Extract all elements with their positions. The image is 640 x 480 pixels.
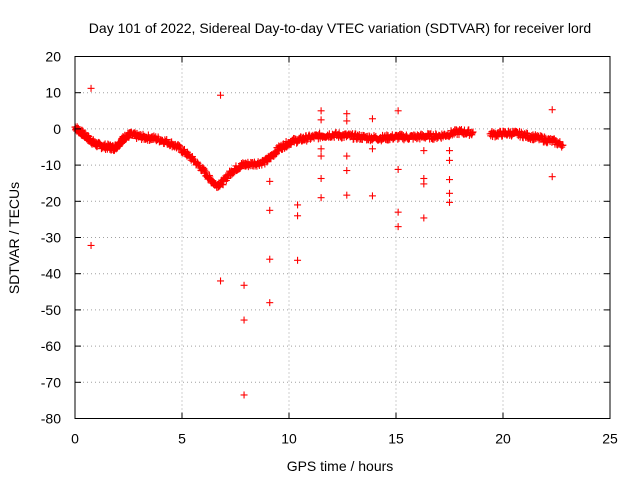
outlier-point: [317, 116, 325, 124]
outlier-point: [294, 212, 302, 220]
outlier-point: [217, 277, 225, 285]
y-tick-label: -60: [41, 338, 61, 354]
outlier-point: [394, 208, 402, 216]
outlier-point: [240, 391, 248, 399]
outlier-point: [343, 152, 351, 160]
outlier-point: [394, 165, 402, 173]
y-tick-labels: 20 10 0 -10 -20 -30 -40 -50 -60 -70 -80: [41, 49, 61, 427]
outlier-point: [394, 223, 402, 231]
outlier-point: [446, 189, 453, 197]
trend-point: [468, 129, 476, 137]
trend-point: [193, 158, 201, 166]
trend-point: [176, 142, 184, 150]
outlier-point: [266, 255, 274, 263]
outlier-point: [368, 145, 376, 153]
x-tick-label: 10: [281, 431, 297, 447]
outlier-point: [368, 115, 376, 123]
outlier-point: [420, 147, 428, 155]
y-tick-label: -10: [41, 157, 61, 173]
y-tick-label: -70: [41, 374, 61, 390]
trend-point: [469, 128, 477, 136]
trend-point: [541, 133, 549, 141]
x-tick-label: 5: [178, 431, 186, 447]
outlier-point: [317, 174, 325, 182]
outlier-point: [420, 180, 428, 188]
y-tick-label: -40: [41, 266, 61, 282]
x-tick-label: 15: [388, 431, 404, 447]
x-tick-label: 0: [71, 431, 79, 447]
outlier-point: [446, 147, 453, 155]
outlier-point: [343, 191, 351, 199]
outlier-point: [240, 281, 248, 289]
trend-point: [163, 136, 171, 144]
outlier-point: [368, 192, 376, 200]
outlier-point: [266, 299, 274, 307]
outlier-point: [240, 316, 248, 324]
trend-point: [559, 141, 567, 149]
trend-point: [522, 129, 530, 137]
outlier-point: [343, 117, 351, 125]
outlier-point: [317, 145, 325, 153]
x-axis-title: GPS time / hours: [287, 458, 394, 474]
outlier-point: [317, 152, 325, 160]
y-tick-label: -30: [41, 230, 61, 246]
outlier-point: [266, 206, 274, 214]
x-tick-labels: 0 5 10 15 20 25: [71, 431, 618, 447]
y-tick-label: -80: [41, 411, 61, 427]
y-tick-label: -20: [41, 193, 61, 209]
outlier-point: [294, 201, 302, 209]
outlier-point: [317, 194, 325, 202]
outlier-point: [343, 167, 351, 175]
outlier-point: [548, 173, 556, 181]
y-tick-label: -50: [41, 302, 61, 318]
outlier-point: [446, 198, 453, 206]
trend-point: [188, 153, 196, 161]
axis-ticks: [74, 56, 611, 419]
outlier-point: [317, 107, 325, 115]
outlier-point: [420, 214, 428, 222]
outlier-point: [446, 176, 453, 184]
y-tick-label: 10: [45, 85, 61, 101]
y-tick-label: 0: [53, 121, 61, 137]
outlier-point: [87, 84, 95, 92]
y-tick-label: 20: [45, 49, 61, 65]
chart-title: Day 101 of 2022, Sidereal Day-to-day VTE…: [89, 20, 591, 36]
outlier-point: [294, 256, 302, 264]
outlier-point: [394, 107, 402, 115]
x-tick-label: 20: [495, 431, 511, 447]
outlier-point: [446, 156, 453, 164]
outlier-point: [266, 177, 274, 185]
outlier-point: [217, 91, 225, 99]
outlier-point: [343, 110, 351, 118]
outlier-point: [548, 106, 556, 114]
x-tick-label: 25: [602, 431, 618, 447]
outlier-point: [87, 241, 95, 249]
data-points: [71, 84, 567, 399]
y-axis-title: SDTVAR / TECUs: [6, 182, 22, 294]
grid-lines: [75, 56, 610, 419]
